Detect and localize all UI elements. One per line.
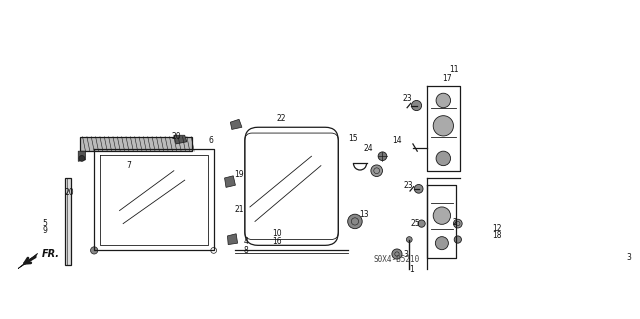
Text: 2: 2 (452, 218, 458, 227)
Circle shape (378, 152, 387, 160)
Circle shape (433, 207, 451, 224)
Circle shape (418, 220, 425, 227)
Text: 17: 17 (442, 74, 452, 83)
Text: 4: 4 (244, 237, 249, 246)
Text: 24: 24 (363, 145, 372, 153)
Text: S0X4-B5210: S0X4-B5210 (374, 255, 420, 264)
Circle shape (454, 236, 461, 243)
Text: 3: 3 (403, 249, 408, 258)
Circle shape (392, 249, 402, 259)
Text: 7: 7 (127, 161, 131, 170)
Polygon shape (227, 234, 237, 245)
Text: 15: 15 (348, 134, 358, 143)
Text: 19: 19 (234, 170, 244, 179)
Circle shape (90, 247, 98, 254)
Circle shape (433, 116, 454, 136)
Text: 14: 14 (392, 136, 402, 145)
Text: 5: 5 (42, 219, 47, 228)
Circle shape (436, 93, 451, 108)
Text: 8: 8 (244, 246, 249, 255)
Text: 13: 13 (359, 210, 369, 219)
Circle shape (436, 151, 451, 166)
Text: 6: 6 (209, 136, 213, 145)
Bar (80, 137, 192, 151)
Text: 21: 21 (234, 204, 244, 214)
Text: 22: 22 (276, 114, 286, 123)
Text: 3: 3 (627, 253, 631, 262)
Circle shape (412, 100, 422, 111)
Text: 12: 12 (492, 224, 502, 233)
Polygon shape (18, 253, 38, 269)
Polygon shape (78, 151, 86, 161)
Text: 11: 11 (449, 65, 458, 74)
Text: 20: 20 (64, 188, 74, 197)
Circle shape (414, 184, 423, 193)
Polygon shape (174, 135, 187, 144)
Bar (65, 178, 71, 265)
Text: 20: 20 (172, 132, 181, 141)
Circle shape (348, 214, 362, 229)
Text: FR.: FR. (42, 249, 60, 259)
Text: 18: 18 (492, 231, 502, 241)
Text: 16: 16 (273, 237, 282, 246)
Circle shape (406, 237, 412, 242)
Text: 9: 9 (42, 226, 47, 235)
Text: 1: 1 (409, 265, 414, 274)
Circle shape (79, 156, 84, 161)
Polygon shape (230, 119, 242, 130)
Text: 25: 25 (411, 219, 420, 228)
Circle shape (435, 237, 449, 250)
Text: 23: 23 (404, 182, 413, 190)
Circle shape (454, 219, 462, 228)
Text: 10: 10 (273, 228, 282, 238)
Text: 23: 23 (403, 94, 412, 103)
Polygon shape (225, 176, 236, 187)
Circle shape (371, 165, 383, 176)
